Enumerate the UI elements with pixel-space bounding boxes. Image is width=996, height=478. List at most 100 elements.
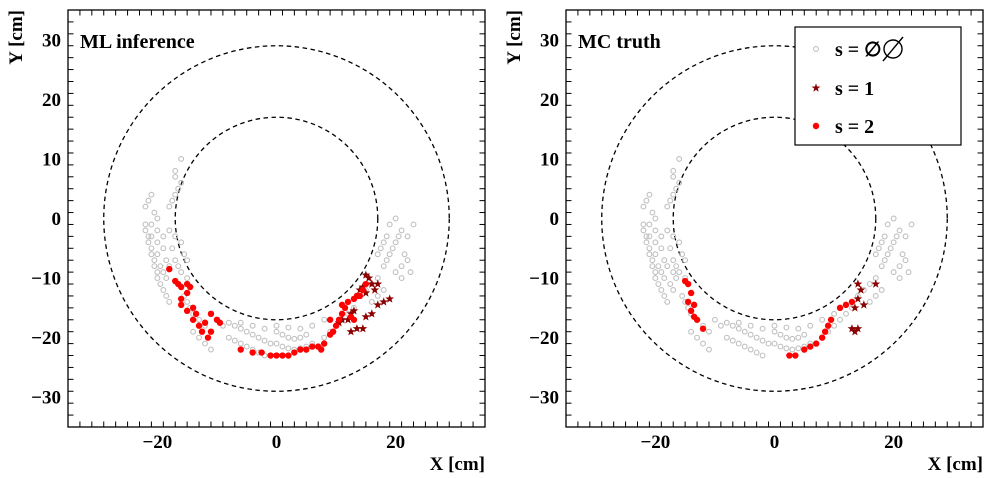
hit-point-empty: [658, 233, 665, 240]
hit-point-s1: [853, 279, 863, 288]
hit-point-empty: [896, 263, 903, 270]
hit-point-empty: [652, 275, 659, 282]
hit-point-empty: [658, 245, 665, 252]
hit-point-empty: [178, 179, 185, 186]
hit-point-empty: [148, 245, 155, 252]
y-tick-label: −20: [529, 328, 559, 349]
hit-point-empty: [285, 345, 292, 352]
hit-point-empty: [765, 340, 772, 347]
hit-point-s1: [370, 285, 380, 294]
hit-point-s2: [699, 325, 707, 332]
hit-point-empty: [261, 325, 268, 332]
hit-point-empty: [297, 334, 304, 341]
hit-point-empty: [676, 239, 683, 246]
hit-point-empty: [148, 191, 155, 198]
hit-point-empty: [890, 215, 897, 222]
hit-point-empty: [184, 257, 191, 264]
hit-point-s2: [309, 343, 316, 350]
hit-point-empty: [145, 197, 152, 204]
hit-point-s2: [687, 289, 695, 297]
hit-point-s2: [693, 316, 701, 323]
hit-point-empty: [142, 221, 149, 228]
hit-point-s2: [204, 334, 212, 341]
hit-point-empty: [407, 269, 414, 276]
hit-point-s2: [195, 322, 203, 329]
hit-point-s2: [279, 352, 286, 359]
hit-point-empty: [255, 334, 262, 341]
y-tick-label: −30: [529, 388, 559, 409]
hit-point-s1: [343, 315, 353, 324]
hit-point-empty: [142, 203, 149, 210]
hit-point-s2: [273, 352, 280, 359]
hit-point-s1: [346, 309, 356, 318]
hit-point-empty: [878, 239, 885, 246]
hit-point-s2: [291, 349, 298, 356]
hit-point-empty: [661, 292, 668, 299]
hit-point-s2: [836, 304, 844, 312]
y-tick-label: 30: [540, 30, 559, 51]
hit-point-empty: [679, 292, 686, 299]
hit-point-empty: [706, 328, 712, 335]
hit-point-empty: [154, 251, 161, 258]
hit-point-empty: [380, 287, 387, 293]
hit-point-empty: [795, 325, 802, 332]
hit-point-s2: [329, 328, 337, 335]
hit-point-empty: [795, 334, 802, 341]
hit-point-empty: [649, 257, 656, 264]
hit-point-s2: [362, 280, 370, 288]
hit-point-empty: [163, 275, 170, 282]
hit-point-empty: [374, 292, 381, 299]
y-tick-label: −30: [31, 388, 61, 409]
hit-point-s2: [684, 280, 692, 288]
hit-point-s2: [338, 301, 346, 309]
hit-point-empty: [706, 346, 712, 353]
hit-point-empty: [771, 322, 778, 329]
hit-point-empty: [741, 328, 748, 335]
hit-point-empty: [759, 325, 766, 332]
hit-point-empty: [801, 331, 808, 338]
hit-point-empty: [142, 227, 149, 234]
hit-point-s2: [198, 328, 206, 335]
y-tick-label: 10: [540, 149, 559, 170]
hit-point-empty: [160, 233, 167, 240]
hit-point-empty: [682, 257, 689, 264]
hit-point-empty: [151, 209, 158, 216]
hit-point-empty: [700, 340, 706, 347]
legend-box: [794, 26, 962, 146]
hit-point-empty: [646, 191, 653, 198]
hit-point-s1: [379, 297, 389, 306]
hit-point-s2: [326, 316, 334, 323]
hit-point-empty: [658, 269, 665, 276]
hit-point-s2: [792, 352, 799, 359]
hit-point-empty: [649, 263, 656, 270]
hit-point-empty: [175, 263, 182, 270]
hit-point-empty: [777, 343, 784, 350]
data-points: [640, 155, 915, 359]
hit-point-empty: [163, 257, 170, 264]
hit-point-empty: [819, 316, 826, 323]
hit-point-s2: [842, 301, 850, 309]
hit-point-empty: [741, 343, 748, 350]
hit-point-empty: [655, 263, 662, 270]
hit-point-empty: [673, 275, 680, 282]
hit-point-empty: [831, 322, 838, 329]
hit-point-s2: [237, 346, 244, 353]
hit-point-s2: [821, 328, 829, 335]
hit-point-empty: [386, 251, 393, 258]
hit-point-empty: [154, 215, 161, 222]
hit-point-empty: [231, 322, 238, 329]
hit-point-s2: [335, 316, 343, 323]
hit-point-empty: [178, 269, 185, 276]
hit-point-empty: [321, 334, 328, 341]
hit-point-empty: [243, 343, 250, 350]
hit-point-empty: [398, 275, 405, 282]
hit-point-empty: [398, 263, 405, 270]
hit-point-empty: [175, 185, 182, 192]
hit-point-s2: [207, 328, 215, 335]
x-tick-label: −20: [640, 432, 670, 453]
y-tick-label: 30: [42, 30, 61, 51]
hit-point-empty: [386, 221, 393, 228]
hit-point-s2: [297, 346, 304, 353]
hit-point-empty: [646, 251, 653, 258]
hit-point-s2: [818, 334, 826, 341]
